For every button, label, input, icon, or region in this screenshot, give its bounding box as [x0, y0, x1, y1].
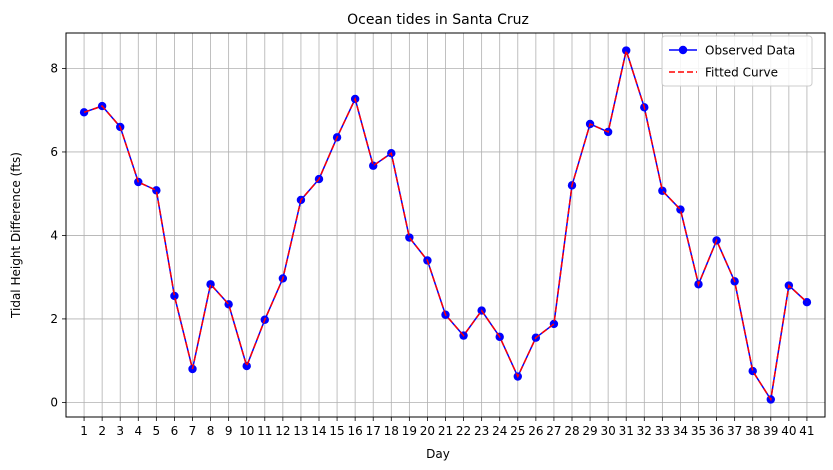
x-tick-label: 37	[727, 424, 742, 438]
x-tick-label: 4	[134, 424, 142, 438]
series-fitted-line	[83, 47, 808, 402]
x-tick-label: 6	[171, 424, 179, 438]
x-tick-label: 27	[546, 424, 561, 438]
x-axis-ticks: 1 2 3 4 5 6 7 8 9 10 11 12 13 14 15 16 17 18 19 20 21 22 23 24 2…	[80, 417, 815, 438]
observed-data-point	[152, 186, 161, 195]
x-tick-label: 7	[189, 424, 197, 438]
legend-fitted-label: Fitted Curve	[705, 66, 778, 80]
x-tick-label: 41	[799, 424, 814, 438]
x-tick-label: 24	[492, 424, 507, 438]
x-tick-label: 19	[402, 424, 417, 438]
x-tick-label: 39	[763, 424, 778, 438]
x-tick-label: 35	[691, 424, 706, 438]
x-axis-label: Day	[426, 447, 450, 461]
legend-observed-label: Observed Data	[705, 44, 795, 58]
observed-data-point	[242, 361, 251, 371]
x-tick-label: 8	[207, 424, 215, 438]
x-tick-label: 36	[709, 424, 724, 438]
y-tick-label: 4	[50, 228, 58, 242]
x-tick-label: 13	[293, 424, 308, 438]
x-tick-label: 11	[257, 424, 272, 438]
x-tick-label: 20	[420, 424, 435, 438]
x-tick-label: 16	[348, 424, 363, 438]
x-tick-label: 31	[619, 424, 634, 438]
x-tick-label: 32	[637, 424, 652, 438]
y-tick-label: 6	[50, 145, 58, 159]
x-tick-label: 2	[98, 424, 106, 438]
observed-data-point	[622, 46, 631, 55]
y-tick-label: 8	[50, 61, 58, 75]
grid	[66, 33, 825, 417]
series-layer	[79, 46, 812, 404]
x-tick-label: 25	[510, 424, 525, 438]
legend-box	[661, 35, 813, 87]
x-tick-label: 18	[384, 424, 399, 438]
x-tick-label: 38	[745, 424, 760, 438]
x-tick-label: 22	[456, 424, 471, 438]
chart-title: Ocean tides in Santa Cruz	[347, 12, 529, 28]
y-axis-ticks: 0 2 4 6 8	[50, 61, 66, 409]
y-tick-label: 2	[50, 312, 58, 326]
x-tick-label: 9	[225, 424, 233, 438]
x-tick-label: 34	[673, 424, 688, 438]
x-tick-label: 17	[366, 424, 381, 438]
x-tick-label: 12	[275, 424, 290, 438]
y-tick-label: 0	[50, 395, 58, 409]
observed-data-point	[79, 108, 89, 117]
x-tick-label: 3	[116, 424, 124, 438]
x-tick-label: 30	[601, 424, 616, 438]
x-tick-label: 26	[528, 424, 543, 438]
x-tick-label: 33	[655, 424, 670, 438]
legend: Observed Data Fitted Curve	[661, 35, 813, 87]
x-tick-label: 1	[80, 424, 88, 438]
x-tick-label: 40	[781, 424, 796, 438]
x-tick-label: 21	[438, 424, 453, 438]
y-axis-label: Tidal Height Difference (fts)	[9, 152, 23, 319]
x-tick-label: 10	[239, 424, 254, 438]
x-tick-label: 28	[564, 424, 579, 438]
x-tick-label: 15	[329, 424, 344, 438]
x-tick-label: 23	[474, 424, 489, 438]
observed-data-point	[170, 291, 179, 301]
x-tick-label: 29	[582, 424, 597, 438]
x-tick-label: 5	[153, 424, 161, 438]
x-tick-label: 14	[311, 424, 326, 438]
legend-observed-marker	[678, 45, 688, 55]
